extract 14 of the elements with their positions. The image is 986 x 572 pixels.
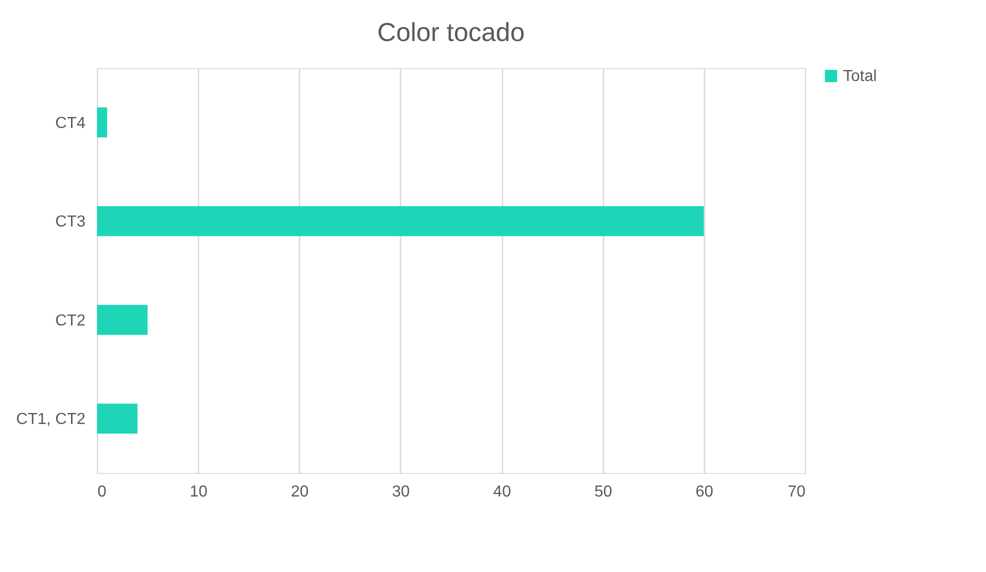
y-tick-label: CT1, CT2 [16,411,86,428]
y-tick-label: CT3 [55,214,86,231]
x-tick-label: 40 [493,484,512,500]
x-tick-label: 60 [695,484,714,500]
x-tick-label: 20 [290,484,309,500]
x-tick-label: 70 [788,484,806,500]
chart-title: Color tocado [377,17,525,47]
x-tick-label: 30 [392,484,410,500]
y-tick-label: CT2 [55,312,86,330]
x-tick-label: 10 [190,484,208,500]
y-tick-label: CT4 [55,114,86,132]
x-tick-label: 50 [594,484,612,500]
legend-label: Total [843,68,877,85]
x-tick-label: 0 [98,484,106,500]
